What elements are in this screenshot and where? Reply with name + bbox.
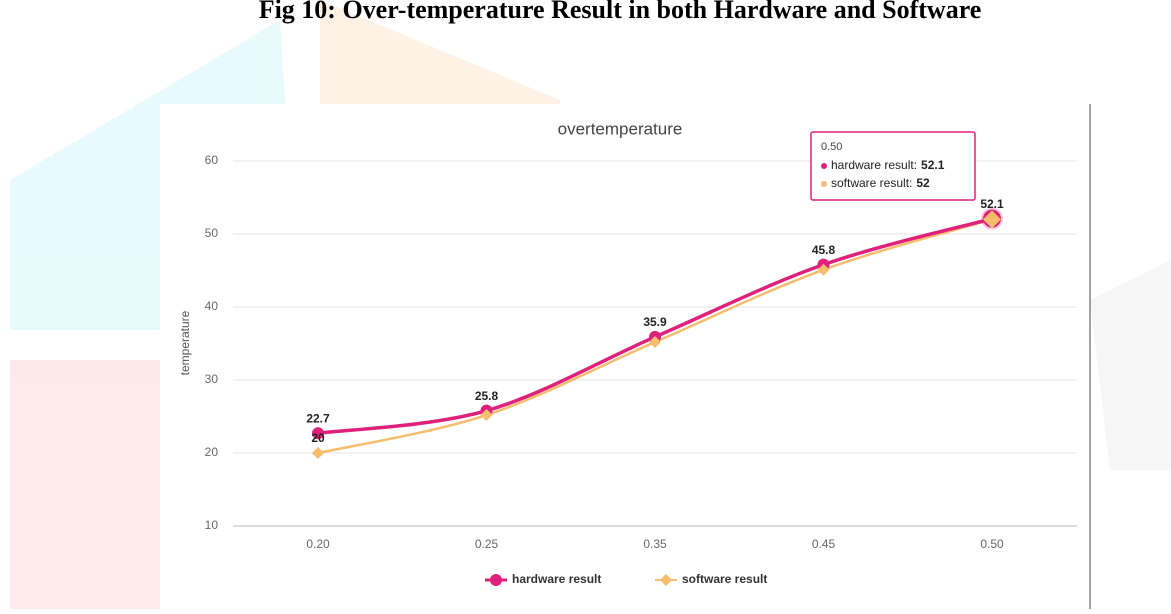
tooltip-title: 0.50 — [821, 141, 842, 153]
y-tick-label: 30 — [205, 372, 219, 386]
tooltip-label: software result: — [831, 176, 912, 190]
tooltip-dot — [821, 181, 827, 187]
tooltip-label: hardware result: — [831, 158, 917, 172]
y-tick-label: 60 — [205, 153, 219, 167]
data-label: 35.9 — [643, 315, 667, 329]
x-tick-label: 0.25 — [475, 537, 499, 551]
legend: hardware result software result — [485, 572, 767, 586]
point — [649, 336, 661, 349]
legend-label: hardware result — [512, 572, 601, 586]
data-label: 45.8 — [812, 243, 836, 257]
y-tick-label: 40 — [205, 299, 219, 313]
x-tick-label: 0.50 — [980, 537, 1004, 551]
tooltip-value: 52 — [916, 176, 930, 190]
y-tick-label: 50 — [205, 226, 219, 240]
plot-area: 10 20 30 40 50 60 0.20 0.25 0.35 0.45 0.50 22.7 25.8… — [205, 131, 1077, 586]
point — [312, 427, 324, 440]
point — [312, 447, 324, 459]
y-tick-label: 10 — [205, 518, 219, 532]
x-tick-label: 0.45 — [812, 537, 836, 551]
tooltip-row: hardware result: 52.1 — [831, 158, 945, 172]
point — [983, 210, 1001, 229]
point — [490, 574, 502, 586]
tooltip-value: 52.1 — [921, 158, 945, 172]
data-label: 20 — [311, 431, 325, 445]
tooltip: 0.50 hardware result: 52.1 software result:… — [810, 131, 976, 201]
y-axis-label: temperature — [178, 310, 192, 375]
legend-label: software result — [682, 572, 767, 586]
data-label: 22.7 — [306, 411, 330, 425]
point — [480, 409, 493, 422]
x-tick-label: 0.35 — [643, 537, 667, 551]
y-tick-label: 20 — [205, 445, 219, 459]
tooltip-box — [810, 131, 976, 201]
figure-caption: Fig 10: Over-temperature Result in both … — [259, 0, 982, 24]
data-label: 52.1 — [980, 197, 1004, 211]
tooltip-dot — [821, 163, 827, 169]
point — [817, 263, 830, 276]
tooltip-row: software result: 52 — [831, 176, 930, 190]
data-label: 25.8 — [475, 389, 499, 403]
x-tick-label: 0.20 — [306, 537, 330, 551]
chart-title: overtemperature — [558, 119, 683, 138]
